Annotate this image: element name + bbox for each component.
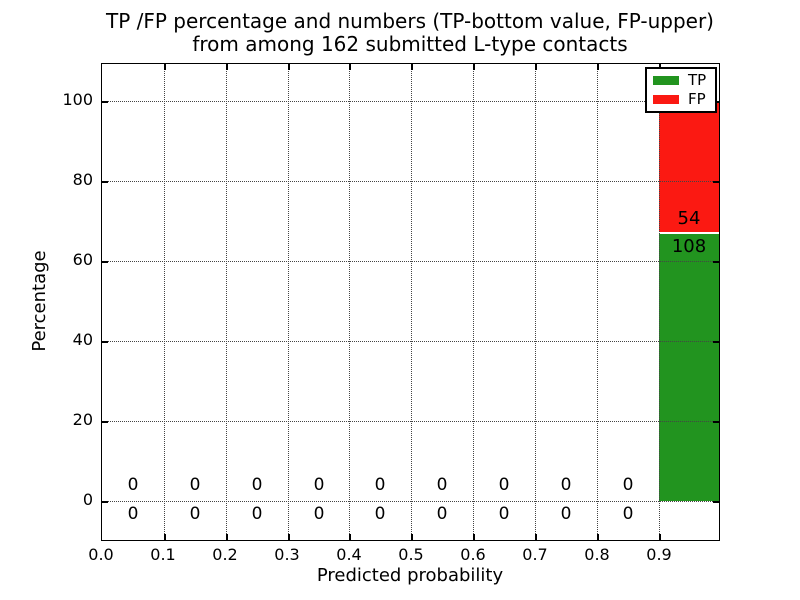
gridline-y100 (102, 101, 719, 102)
x-tick-mark (349, 64, 351, 70)
tp-zero-label: 0 (560, 504, 572, 524)
gridline-x02 (226, 64, 227, 540)
y-tick-label: 60 (72, 250, 93, 269)
gridline-x09 (659, 64, 660, 540)
tp-zero-label: 0 (313, 504, 325, 524)
x-tick-label: 0.7 (522, 545, 548, 564)
y-tick-label: 0 (82, 490, 93, 509)
y-tick-mark (713, 421, 719, 423)
tp-zero-label: 0 (251, 504, 263, 524)
gridline-x06 (473, 64, 474, 540)
x-tick-label: 0.0 (88, 545, 114, 564)
x-tick-mark (473, 534, 475, 540)
x-tick-mark (597, 64, 599, 70)
y-tick-mark (713, 501, 719, 503)
fp-count-label: 54 (677, 208, 701, 229)
x-tick-label: 0.9 (646, 545, 672, 564)
tp-zero-label: 0 (622, 504, 634, 524)
tp-zero-label: 0 (498, 504, 510, 524)
fp-zero-label: 0 (374, 475, 386, 495)
y-tick-label: 100 (62, 90, 93, 109)
fp-zero-label: 0 (622, 475, 634, 495)
x-tick-mark (597, 534, 599, 540)
gridline-y60 (102, 261, 719, 262)
x-tick-label: 0.8 (584, 545, 610, 564)
x-tick-mark (411, 64, 413, 70)
y-tick-mark (102, 181, 108, 183)
tp-zero-label: 0 (374, 504, 386, 524)
x-axis-label: Predicted probability (316, 565, 504, 586)
legend-label-fp: FP (688, 90, 706, 108)
tp-swatch-icon (653, 76, 679, 85)
legend-item-fp: FP (653, 90, 709, 108)
x-tick-mark (226, 534, 228, 540)
legend-label-tp: TP (688, 71, 707, 89)
gridline-x01 (164, 64, 165, 540)
y-tick-mark (102, 101, 108, 103)
gridline-y0 (102, 501, 719, 502)
x-tick-label: 0.3 (274, 545, 300, 564)
gridline-x03 (288, 64, 289, 540)
tp-zero-label: 0 (189, 504, 201, 524)
y-tick-label: 20 (72, 410, 93, 429)
y-tick-mark (713, 181, 719, 183)
x-tick-mark (473, 64, 475, 70)
gridline-y20 (102, 421, 719, 422)
bar-stack-separator (659, 232, 719, 234)
fp-zero-label: 0 (251, 475, 263, 495)
y-tick-label: 40 (72, 330, 93, 349)
fp-bar-segment (659, 101, 719, 232)
gridline-y40 (102, 341, 719, 342)
tp-count-label: 108 (671, 236, 707, 257)
gridline-x07 (535, 64, 536, 540)
fp-zero-label: 0 (313, 475, 325, 495)
x-tick-label: 0.2 (212, 545, 238, 564)
fp-zero-label: 0 (498, 475, 510, 495)
x-tick-mark (535, 534, 537, 540)
x-tick-label: 0.6 (460, 545, 486, 564)
tp-bar-segment (659, 234, 719, 501)
y-tick-mark (102, 501, 108, 503)
x-tick-label: 0.4 (336, 545, 362, 564)
y-axis-label: Percentage (29, 250, 50, 352)
x-tick-mark (164, 534, 166, 540)
fp-zero-label: 0 (189, 475, 201, 495)
y-tick-label: 80 (72, 170, 93, 189)
gridline-x08 (597, 64, 598, 540)
x-tick-label: 0.1 (150, 545, 176, 564)
plot-area: 54 108 0 0 0 0 0 0 0 0 0 0 0 0 0 0 0 0 0… (101, 63, 720, 541)
tp-zero-label: 0 (436, 504, 448, 524)
x-tick-mark (535, 64, 537, 70)
y-tick-mark (713, 341, 719, 343)
y-tick-mark (713, 261, 719, 263)
gridline-x04 (349, 64, 350, 540)
x-tick-mark (659, 534, 661, 540)
fp-swatch-icon (653, 95, 679, 104)
x-tick-mark (411, 534, 413, 540)
chart-title: TP /FP percentage and numbers (TP-bottom… (10, 10, 800, 56)
x-tick-label: 0.5 (398, 545, 424, 564)
x-tick-mark (164, 64, 166, 70)
x-tick-mark (226, 64, 228, 70)
fp-zero-label: 0 (560, 475, 572, 495)
x-tick-mark (288, 64, 290, 70)
chart-title-line-2: from among 162 submitted L-type contacts (192, 32, 628, 56)
legend-box: TP FP (645, 67, 717, 113)
legend-item-tp: TP (653, 71, 709, 89)
y-tick-mark (102, 341, 108, 343)
chart-title-line-1: TP /FP percentage and numbers (TP-bottom… (106, 9, 714, 33)
gridline-y80 (102, 181, 719, 182)
y-tick-mark (102, 261, 108, 263)
x-tick-mark (349, 534, 351, 540)
fp-zero-label: 0 (436, 475, 448, 495)
tp-zero-label: 0 (127, 504, 139, 524)
x-tick-mark (288, 534, 290, 540)
gridline-x05 (411, 64, 412, 540)
y-tick-mark (102, 421, 108, 423)
fp-zero-label: 0 (127, 475, 139, 495)
